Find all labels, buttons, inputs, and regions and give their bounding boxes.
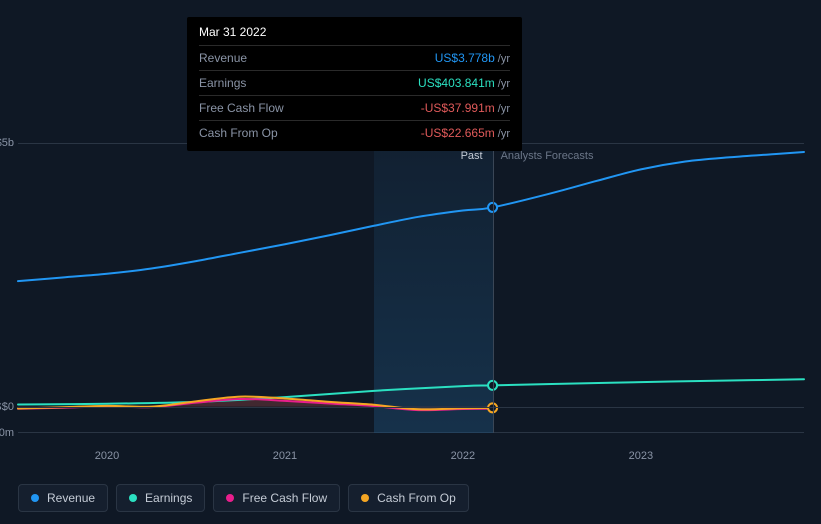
forecast-label: Analysts Forecasts [501, 150, 594, 162]
tooltip-value: -US$22.665m [421, 126, 495, 140]
chart-tooltip: Mar 31 2022 Revenue US$3.778b/yr Earnings U… [187, 17, 522, 151]
tooltip-unit: /yr [498, 103, 510, 115]
legend-label: Revenue [47, 491, 95, 505]
tooltip-value: -US$37.991m [421, 101, 495, 115]
tooltip-key: Cash From Op [199, 126, 278, 140]
legend-marker-icon [129, 494, 137, 502]
tooltip-date: Mar 31 2022 [199, 25, 510, 45]
legend-label: Earnings [145, 491, 192, 505]
chart-area[interactable]: US$5bUS$0-US$500m2020202120222023PastAna… [18, 125, 804, 445]
chart-svg [18, 143, 804, 433]
line-earnings [18, 379, 804, 404]
tooltip-unit: /yr [498, 53, 510, 65]
legend-marker-icon [31, 494, 39, 502]
legend-label: Free Cash Flow [242, 491, 327, 505]
tooltip-key: Free Cash Flow [199, 101, 284, 115]
chart-legend: Revenue Earnings Free Cash Flow Cash From O… [18, 484, 469, 512]
tooltip-row: Free Cash Flow -US$37.991m/yr [199, 95, 510, 120]
tooltip-unit: /yr [498, 78, 510, 90]
tooltip-rows: Revenue US$3.778b/yr Earnings US$403.841m/y… [199, 45, 510, 145]
tooltip-value: US$403.841m [418, 76, 495, 90]
legend-item-cfo[interactable]: Cash From Op [348, 484, 469, 512]
past-forecast-divider [493, 143, 494, 433]
x-axis-label: 2023 [629, 450, 653, 462]
zero-gridline [18, 407, 804, 408]
tooltip-row: Cash From Op -US$22.665m/yr [199, 120, 510, 145]
past-label: Past [461, 150, 483, 162]
tooltip-key: Earnings [199, 76, 246, 90]
legend-item-fcf[interactable]: Free Cash Flow [213, 484, 340, 512]
legend-item-earnings[interactable]: Earnings [116, 484, 205, 512]
tooltip-row: Earnings US$403.841m/yr [199, 70, 510, 95]
legend-item-revenue[interactable]: Revenue [18, 484, 108, 512]
legend-marker-icon [361, 494, 369, 502]
x-axis-label: 2020 [95, 450, 119, 462]
tooltip-key: Revenue [199, 51, 247, 65]
tooltip-unit: /yr [498, 128, 510, 140]
x-axis-label: 2022 [451, 450, 475, 462]
tooltip-value: US$3.778b [435, 51, 495, 65]
line-revenue [18, 152, 804, 281]
y-axis-label: US$0 [0, 401, 14, 413]
tooltip-row: Revenue US$3.778b/yr [199, 45, 510, 70]
legend-marker-icon [226, 494, 234, 502]
y-axis-label: -US$500m [0, 427, 14, 439]
x-axis-label: 2021 [273, 450, 297, 462]
y-axis-label: US$5b [0, 137, 14, 149]
legend-label: Cash From Op [377, 491, 456, 505]
